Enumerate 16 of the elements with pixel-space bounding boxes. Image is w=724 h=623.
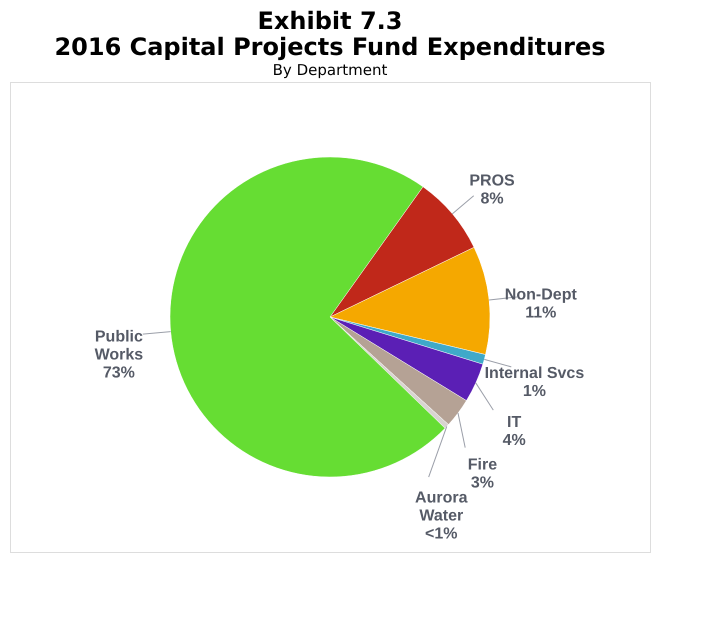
slice-label: Public Works xyxy=(94,328,144,364)
data-label: 73% xyxy=(102,364,135,382)
slice-label: Fire xyxy=(468,456,498,474)
chart-subtitle: By Department xyxy=(272,61,388,79)
slice-label: Aurora Water xyxy=(415,489,468,524)
data-label: 3% xyxy=(470,474,494,492)
slice-label: IT xyxy=(507,414,522,432)
data-label: 11% xyxy=(525,304,556,322)
slice-label: Non-Dept xyxy=(504,286,578,304)
data-label: <1% xyxy=(425,525,458,542)
slice-label: PROS xyxy=(469,172,516,190)
data-label: 1% xyxy=(522,383,546,400)
chart-title: Exhibit 7.3 2016 Capital Projects Fund Expenditures xyxy=(54,7,606,61)
slice-label: Internal Svcs xyxy=(484,365,584,382)
data-label: 8% xyxy=(480,190,504,208)
data-label: 4% xyxy=(502,432,526,450)
